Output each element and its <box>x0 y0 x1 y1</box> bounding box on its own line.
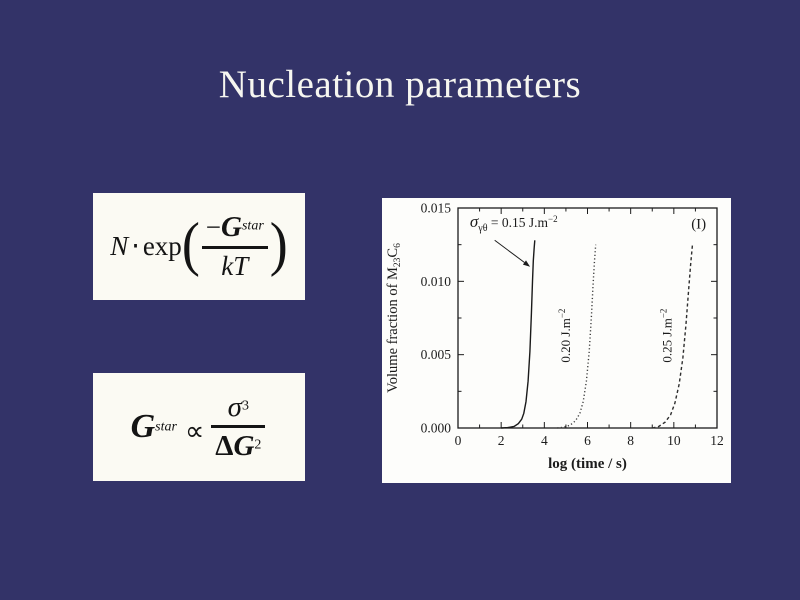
equation-nucleation-rate: N ⋅ exp ( −Gstar kT ) <box>93 193 305 300</box>
eq2-g: G <box>130 408 156 445</box>
curve-1 <box>557 244 597 429</box>
y-axis-label: Volume fraction of M23C6 <box>385 243 403 393</box>
eq1-minus: − <box>205 212 222 243</box>
annotation-arrow-line <box>494 239 525 263</box>
chart-svg: 0 2 4 6 8 10 12 0.000 0.005 0.010 0.015 0.20 J.m−2 0… <box>385 201 724 473</box>
eq2-delta: Δ <box>215 430 234 462</box>
eq2-fraction-bar <box>211 425 266 428</box>
eq1-denominator: kT <box>221 250 249 281</box>
x-tick-label: 10 <box>667 433 681 448</box>
slide-title: Nucleation parameters <box>218 63 582 106</box>
panel-label: (I) <box>691 217 706 233</box>
equation-critical-energy-row: Gstar ∝ σ3 ΔG2 <box>131 391 268 464</box>
y-tick-label: 0.000 <box>421 421 452 436</box>
y-tick-label: 0.015 <box>421 201 452 216</box>
eq1-g-superscript: star <box>241 218 264 234</box>
eq2-proportional-symbol: ∝ <box>184 415 205 446</box>
eq1-fraction-bar <box>201 245 268 249</box>
curve-label-2: 0.25 J.m−2 <box>659 309 675 363</box>
eq2-sigma: σ <box>227 390 242 423</box>
equation-critical-energy: Gstar ∝ σ3 ΔG2 <box>93 373 305 481</box>
eq1-g: G <box>221 211 242 244</box>
eq2-g-superscript: star <box>155 419 177 435</box>
x-tick-label: 8 <box>627 433 634 448</box>
eq1-exp: exp <box>142 230 182 261</box>
eq1-n: N <box>110 230 129 261</box>
eq1-open-paren: ( <box>181 210 200 278</box>
curve-0 <box>501 240 536 429</box>
sigma-annotation: σγθ = 0.15 J.m−2 <box>470 212 558 234</box>
y-tick-label: 0.010 <box>421 274 452 289</box>
eq2-fraction: σ3 ΔG2 <box>211 391 266 464</box>
curve-2 <box>652 243 694 429</box>
x-tick-label: 4 <box>541 433 548 448</box>
eq1-fraction: −Gstar kT <box>201 211 268 281</box>
curve-label-1: 0.20 J.m−2 <box>557 309 573 363</box>
x-tick-label: 2 <box>498 433 505 448</box>
eq1-numerator: −Gstar <box>202 211 268 244</box>
x-axis-label: log (time / s) <box>548 456 627 472</box>
y-tick-label: 0.005 <box>421 347 452 362</box>
equation-nucleation-rate-row: N ⋅ exp ( −Gstar kT ) <box>110 211 288 281</box>
eq2-den-exponent: 2 <box>254 437 262 453</box>
nucleation-kinetics-chart: 0 2 4 6 8 10 12 0.000 0.005 0.010 0.015 0.20 J.m−2 0… <box>382 198 731 483</box>
plot-frame <box>457 207 718 429</box>
eq2-den-g: G <box>233 430 255 462</box>
eq2-sigma-exponent: 3 <box>241 398 249 414</box>
eq2-numerator: σ3 <box>224 391 253 424</box>
eq1-dot: ⋅ <box>131 230 140 261</box>
annotation-arrowhead <box>522 260 531 267</box>
x-tick-label: 0 <box>455 433 462 448</box>
x-tick-label: 6 <box>584 433 591 448</box>
eq2-denominator: ΔG2 <box>211 430 265 463</box>
eq1-close-paren: ) <box>269 210 288 278</box>
eq2-lhs: Gstar <box>131 408 177 446</box>
x-tick-label: 12 <box>710 433 724 448</box>
